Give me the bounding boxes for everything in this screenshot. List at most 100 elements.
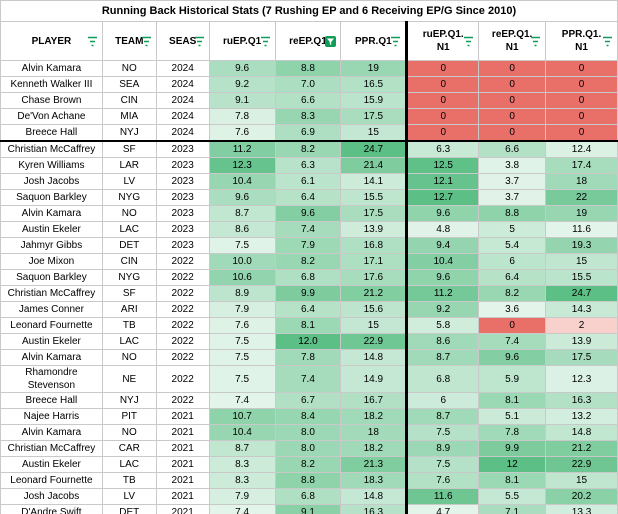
ruep-q1-cell[interactable]: 7.5 <box>208 365 276 393</box>
player-cell[interactable]: Austin Ekeler <box>0 456 103 473</box>
player-cell[interactable]: De'Von Achane <box>0 108 103 125</box>
season-cell[interactable]: 2023 <box>155 157 210 174</box>
ruep-q1-n1-cell[interactable]: 0 <box>405 124 480 142</box>
team-cell[interactable]: LAC <box>101 221 157 238</box>
ppr-q1-cell[interactable]: 17.5 <box>340 108 408 125</box>
ruep-q1-cell[interactable]: 8.9 <box>208 285 276 302</box>
ruep-q1-n1-cell[interactable]: 8.9 <box>405 440 480 457</box>
ruep-q1-n1-cell[interactable]: 5.8 <box>405 317 480 334</box>
reep-q1-cell[interactable]: 6.1 <box>274 173 342 190</box>
reep-q1-cell[interactable]: 7.8 <box>274 349 342 366</box>
team-cell[interactable]: NYG <box>101 189 157 206</box>
ppr-q1-n1-cell[interactable]: 22 <box>545 189 618 206</box>
reep-q1-n1-cell[interactable]: 0 <box>478 92 547 109</box>
team-cell[interactable]: NO <box>101 424 157 441</box>
player-cell[interactable]: Alvin Kamara <box>0 349 103 366</box>
header-ruep-q1-n1[interactable]: ruEP.Q1. N1 <box>405 21 480 61</box>
player-cell[interactable]: Jahmyr Gibbs <box>0 237 103 254</box>
ruep-q1-n1-cell[interactable]: 12.5 <box>405 157 480 174</box>
reep-q1-n1-cell[interactable]: 0 <box>478 76 547 93</box>
ruep-q1-n1-cell[interactable]: 0 <box>405 76 480 93</box>
ruep-q1-cell[interactable]: 9.1 <box>208 92 276 109</box>
reep-q1-cell[interactable]: 8.2 <box>274 253 342 270</box>
filter-icon[interactable] <box>141 36 152 47</box>
ruep-q1-n1-cell[interactable]: 9.4 <box>405 237 480 254</box>
reep-q1-cell[interactable]: 9.6 <box>274 205 342 222</box>
reep-q1-n1-cell[interactable]: 8.2 <box>478 285 547 302</box>
player-cell[interactable]: Saquon Barkley <box>0 269 103 286</box>
header-ruep-q1[interactable]: ruEP.Q1 <box>208 21 276 61</box>
ppr-q1-n1-cell[interactable]: 14.3 <box>545 301 618 318</box>
reep-q1-cell[interactable]: 6.8 <box>274 488 342 505</box>
ruep-q1-cell[interactable]: 12.3 <box>208 157 276 174</box>
ruep-q1-cell[interactable]: 7.9 <box>208 301 276 318</box>
team-cell[interactable]: NO <box>101 205 157 222</box>
team-cell[interactable]: TB <box>101 472 157 489</box>
ppr-q1-cell[interactable]: 16.8 <box>340 237 408 254</box>
ppr-q1-n1-cell[interactable]: 12.4 <box>545 140 618 158</box>
ruep-q1-cell[interactable]: 9.6 <box>208 189 276 206</box>
filter-icon[interactable] <box>325 36 337 47</box>
ppr-q1-n1-cell[interactable]: 15 <box>545 253 618 270</box>
reep-q1-n1-cell[interactable]: 9.6 <box>478 349 547 366</box>
ppr-q1-n1-cell[interactable]: 15.5 <box>545 269 618 286</box>
reep-q1-n1-cell[interactable]: 3.7 <box>478 189 547 206</box>
season-cell[interactable]: 2023 <box>155 205 210 222</box>
ppr-q1-cell[interactable]: 16.7 <box>340 392 408 409</box>
ppr-q1-n1-cell[interactable]: 16.3 <box>545 392 618 409</box>
team-cell[interactable]: TB <box>101 317 157 334</box>
team-cell[interactable]: NE <box>101 365 157 393</box>
season-cell[interactable]: 2022 <box>155 333 210 350</box>
ppr-q1-n1-cell[interactable]: 13.9 <box>545 333 618 350</box>
reep-q1-n1-cell[interactable]: 5 <box>478 221 547 238</box>
reep-q1-cell[interactable]: 6.8 <box>274 269 342 286</box>
reep-q1-n1-cell[interactable]: 3.6 <box>478 301 547 318</box>
ppr-q1-n1-cell[interactable]: 0 <box>545 60 618 77</box>
ruep-q1-n1-cell[interactable]: 12.7 <box>405 189 480 206</box>
reep-q1-cell[interactable]: 7.9 <box>274 237 342 254</box>
ruep-q1-n1-cell[interactable]: 7.6 <box>405 472 480 489</box>
reep-q1-n1-cell[interactable]: 8.1 <box>478 472 547 489</box>
ruep-q1-n1-cell[interactable]: 0 <box>405 92 480 109</box>
ppr-q1-cell[interactable]: 15.6 <box>340 301 408 318</box>
player-cell[interactable]: Austin Ekeler <box>0 333 103 350</box>
reep-q1-n1-cell[interactable]: 0 <box>478 317 547 334</box>
header-player[interactable]: PLAYER <box>0 21 103 61</box>
ruep-q1-cell[interactable]: 9.6 <box>208 60 276 77</box>
ppr-q1-cell[interactable]: 17.5 <box>340 205 408 222</box>
team-cell[interactable]: LAC <box>101 333 157 350</box>
ppr-q1-n1-cell[interactable]: 14.8 <box>545 424 618 441</box>
team-cell[interactable]: LV <box>101 488 157 505</box>
ruep-q1-cell[interactable]: 10.4 <box>208 173 276 190</box>
ppr-q1-cell[interactable]: 21.4 <box>340 157 408 174</box>
ruep-q1-cell[interactable]: 8.3 <box>208 472 276 489</box>
player-cell[interactable]: Josh Jacobs <box>0 173 103 190</box>
ppr-q1-cell[interactable]: 13.9 <box>340 221 408 238</box>
ruep-q1-n1-cell[interactable]: 11.2 <box>405 285 480 302</box>
ruep-q1-cell[interactable]: 10.6 <box>208 269 276 286</box>
season-cell[interactable]: 2024 <box>155 76 210 93</box>
season-cell[interactable]: 2022 <box>155 301 210 318</box>
reep-q1-cell[interactable]: 9.9 <box>274 285 342 302</box>
season-cell[interactable]: 2021 <box>155 472 210 489</box>
season-cell[interactable]: 2021 <box>155 456 210 473</box>
team-cell[interactable]: LAC <box>101 456 157 473</box>
ruep-q1-cell[interactable]: 9.2 <box>208 76 276 93</box>
reep-q1-cell[interactable]: 8.2 <box>274 140 342 158</box>
reep-q1-n1-cell[interactable]: 7.4 <box>478 333 547 350</box>
player-cell[interactable]: James Conner <box>0 301 103 318</box>
reep-q1-n1-cell[interactable]: 8.1 <box>478 392 547 409</box>
ruep-q1-n1-cell[interactable]: 0 <box>405 108 480 125</box>
player-cell[interactable]: Joe Mixon <box>0 253 103 270</box>
player-cell[interactable]: Josh Jacobs <box>0 488 103 505</box>
header-seas[interactable]: SEAS <box>155 21 210 61</box>
filter-icon[interactable] <box>87 36 98 47</box>
ruep-q1-cell[interactable]: 8.6 <box>208 221 276 238</box>
ruep-q1-cell[interactable]: 10.0 <box>208 253 276 270</box>
season-cell[interactable]: 2022 <box>155 349 210 366</box>
player-cell[interactable]: Saquon Barkley <box>0 189 103 206</box>
ppr-q1-n1-cell[interactable]: 13.2 <box>545 408 618 425</box>
ppr-q1-cell[interactable]: 15.9 <box>340 92 408 109</box>
ppr-q1-n1-cell[interactable]: 2 <box>545 317 618 334</box>
ppr-q1-cell[interactable]: 17.6 <box>340 269 408 286</box>
